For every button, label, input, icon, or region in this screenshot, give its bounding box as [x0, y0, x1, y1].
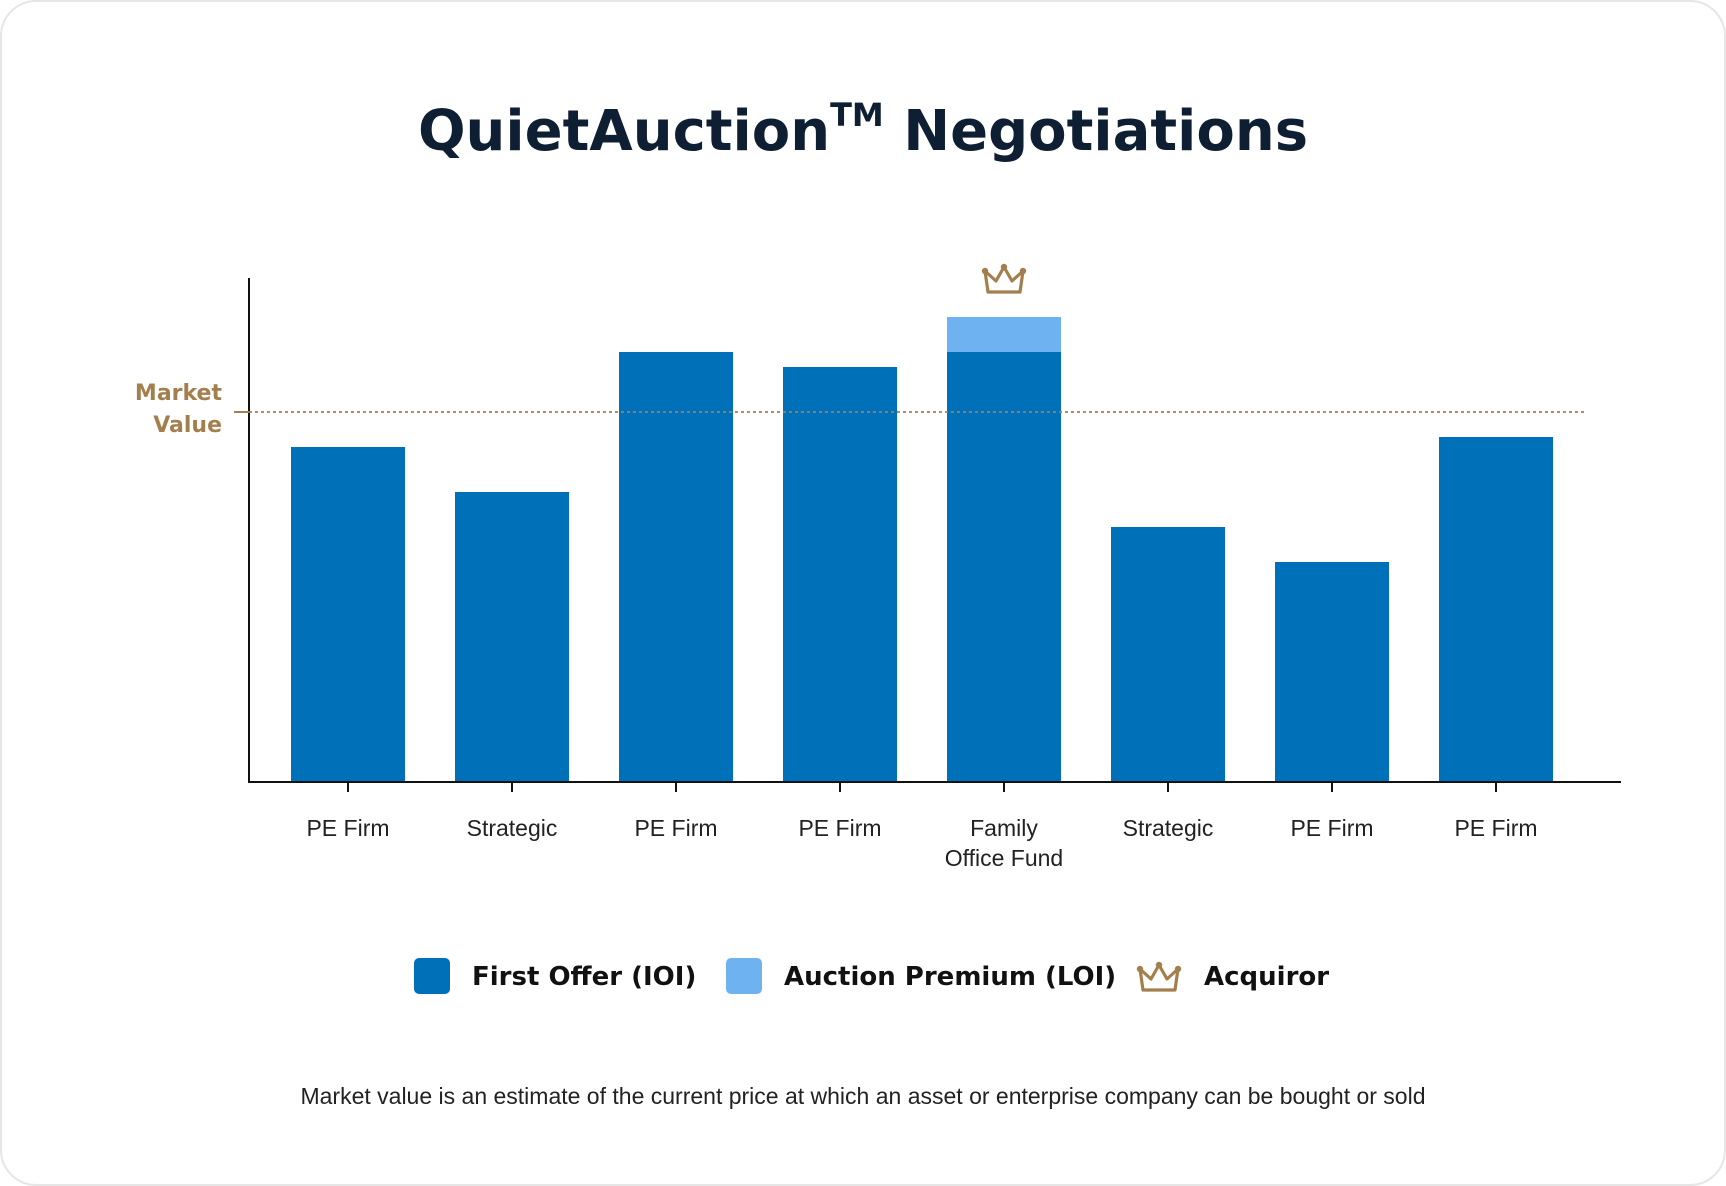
x-tick-label-7: PE Firm [1290, 815, 1373, 841]
bar-first-offer-3 [619, 352, 733, 782]
bar-first-offer-6 [1111, 527, 1225, 782]
crown-jewel-1 [1136, 965, 1144, 973]
x-ticks-group: PE Firm Strategic PE Firm PE Firm Family Offi… [306, 782, 1538, 871]
bar-auction-premium-5 [947, 317, 1061, 352]
crown-outline [983, 265, 1025, 294]
bar-first-offer-8 [1439, 437, 1553, 782]
bar-first-offer-1 [291, 447, 405, 782]
legend: First Offer (IOI) Auction Premium (LOI) Ac… [414, 958, 1329, 994]
crown-jewel-2 [1000, 263, 1008, 271]
bar-first-offer-7 [1275, 562, 1389, 782]
x-tick-label-4: PE Firm [798, 815, 881, 841]
bar-first-offer-4 [783, 367, 897, 782]
x-tick-label-1: PE Firm [306, 815, 389, 841]
legend-swatch-2 [726, 958, 762, 994]
x-tick-label-5: Family Office Fund [945, 815, 1063, 871]
crown-jewel-3 [1174, 965, 1182, 973]
crown-jewel-1 [981, 267, 989, 275]
bars-group [291, 317, 1553, 782]
bar-first-offer-2 [455, 492, 569, 782]
crown-jewel-2 [1155, 961, 1163, 969]
x-tick-label-6: Strategic [1123, 815, 1214, 841]
market-value-label: Market Value [135, 381, 223, 438]
x-tick-label-8: PE Firm [1454, 815, 1537, 841]
legend-label-2: Auction Premium (LOI) [784, 962, 1116, 992]
footnote: Market value is an estimate of the curre… [300, 1083, 1425, 1109]
crown-jewel-3 [1019, 267, 1027, 275]
legend-crown-icon [1136, 961, 1182, 992]
chart-title: QuietAuctionTM Negotiations [418, 96, 1308, 164]
bar-first-offer-5 [947, 352, 1061, 782]
legend-swatch-1 [414, 958, 450, 994]
x-tick-label-3: PE Firm [634, 815, 717, 841]
crown-icon [981, 263, 1027, 294]
legend-label-3: Acquiror [1204, 962, 1329, 992]
crown-outline [1138, 963, 1180, 992]
legend-label-1: First Offer (IOI) [472, 962, 696, 992]
market-value-group: Market Value [135, 381, 1587, 438]
acquiror-marker [981, 263, 1027, 294]
x-tick-label-2: Strategic [467, 815, 558, 841]
